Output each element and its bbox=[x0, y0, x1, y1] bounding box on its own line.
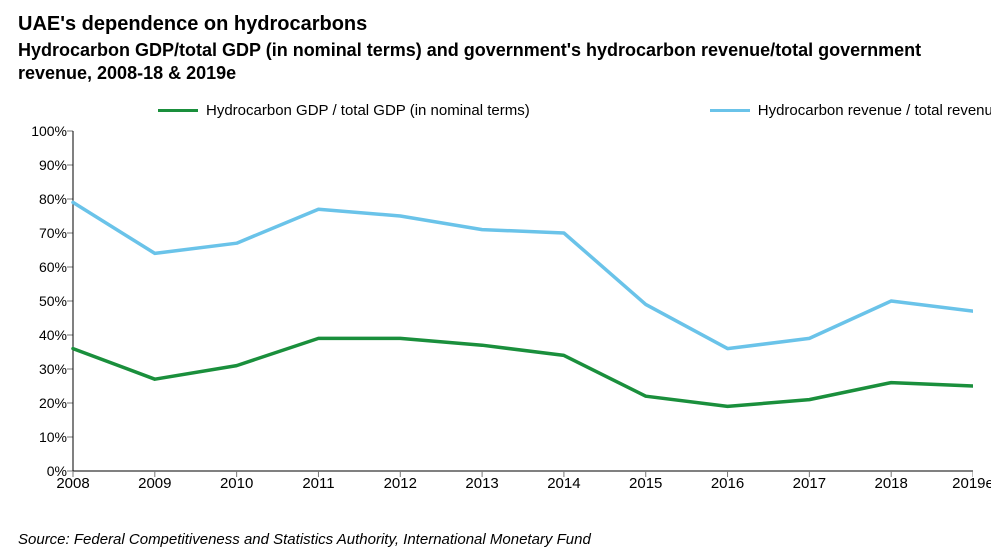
x-axis-label: 2014 bbox=[547, 475, 580, 492]
legend-label: Hydrocarbon revenue / total revenue bbox=[758, 102, 991, 119]
y-axis-label: 40% bbox=[19, 327, 73, 343]
chart-legend: Hydrocarbon GDP / total GDP (in nominal … bbox=[18, 102, 973, 119]
y-axis-label: 100% bbox=[19, 123, 73, 139]
x-axis-label: 2009 bbox=[138, 475, 171, 492]
x-axis-label: 2018 bbox=[874, 475, 907, 492]
x-axis-label: 2012 bbox=[384, 475, 417, 492]
x-axis-label: 2008 bbox=[56, 475, 89, 492]
chart-subtitle: Hydrocarbon GDP/total GDP (in nominal te… bbox=[18, 39, 973, 84]
legend-swatch bbox=[710, 109, 750, 112]
y-axis-label: 20% bbox=[19, 395, 73, 411]
y-axis-label: 30% bbox=[19, 361, 73, 377]
legend-item: Hydrocarbon revenue / total revenue bbox=[710, 102, 991, 119]
y-axis-label: 80% bbox=[19, 191, 73, 207]
legend-item: Hydrocarbon GDP / total GDP (in nominal … bbox=[158, 102, 530, 119]
chart-title: UAE's dependence on hydrocarbons bbox=[18, 12, 973, 37]
x-axis-label: 2013 bbox=[465, 475, 498, 492]
x-axis-label: 2010 bbox=[220, 475, 253, 492]
y-axis-label: 60% bbox=[19, 259, 73, 275]
y-axis-label: 90% bbox=[19, 157, 73, 173]
x-axis-label: 2011 bbox=[302, 475, 334, 492]
page-root: UAE's dependence on hydrocarbons Hydroca… bbox=[0, 0, 991, 553]
legend-label: Hydrocarbon GDP / total GDP (in nominal … bbox=[206, 102, 530, 119]
chart-svg bbox=[18, 121, 973, 501]
legend-swatch bbox=[158, 109, 198, 112]
chart-plot-area: 0%10%20%30%40%50%60%70%80%90%100%2008200… bbox=[18, 121, 973, 501]
y-axis-label: 50% bbox=[19, 293, 73, 309]
chart-source: Source: Federal Competitiveness and Stat… bbox=[18, 531, 973, 548]
y-axis-label: 10% bbox=[19, 429, 73, 445]
y-axis-label: 70% bbox=[19, 225, 73, 241]
x-axis-label: 2015 bbox=[629, 475, 662, 492]
x-axis-label: 2016 bbox=[711, 475, 744, 492]
x-axis-label: 2019e bbox=[952, 475, 991, 492]
x-axis-label: 2017 bbox=[793, 475, 826, 492]
